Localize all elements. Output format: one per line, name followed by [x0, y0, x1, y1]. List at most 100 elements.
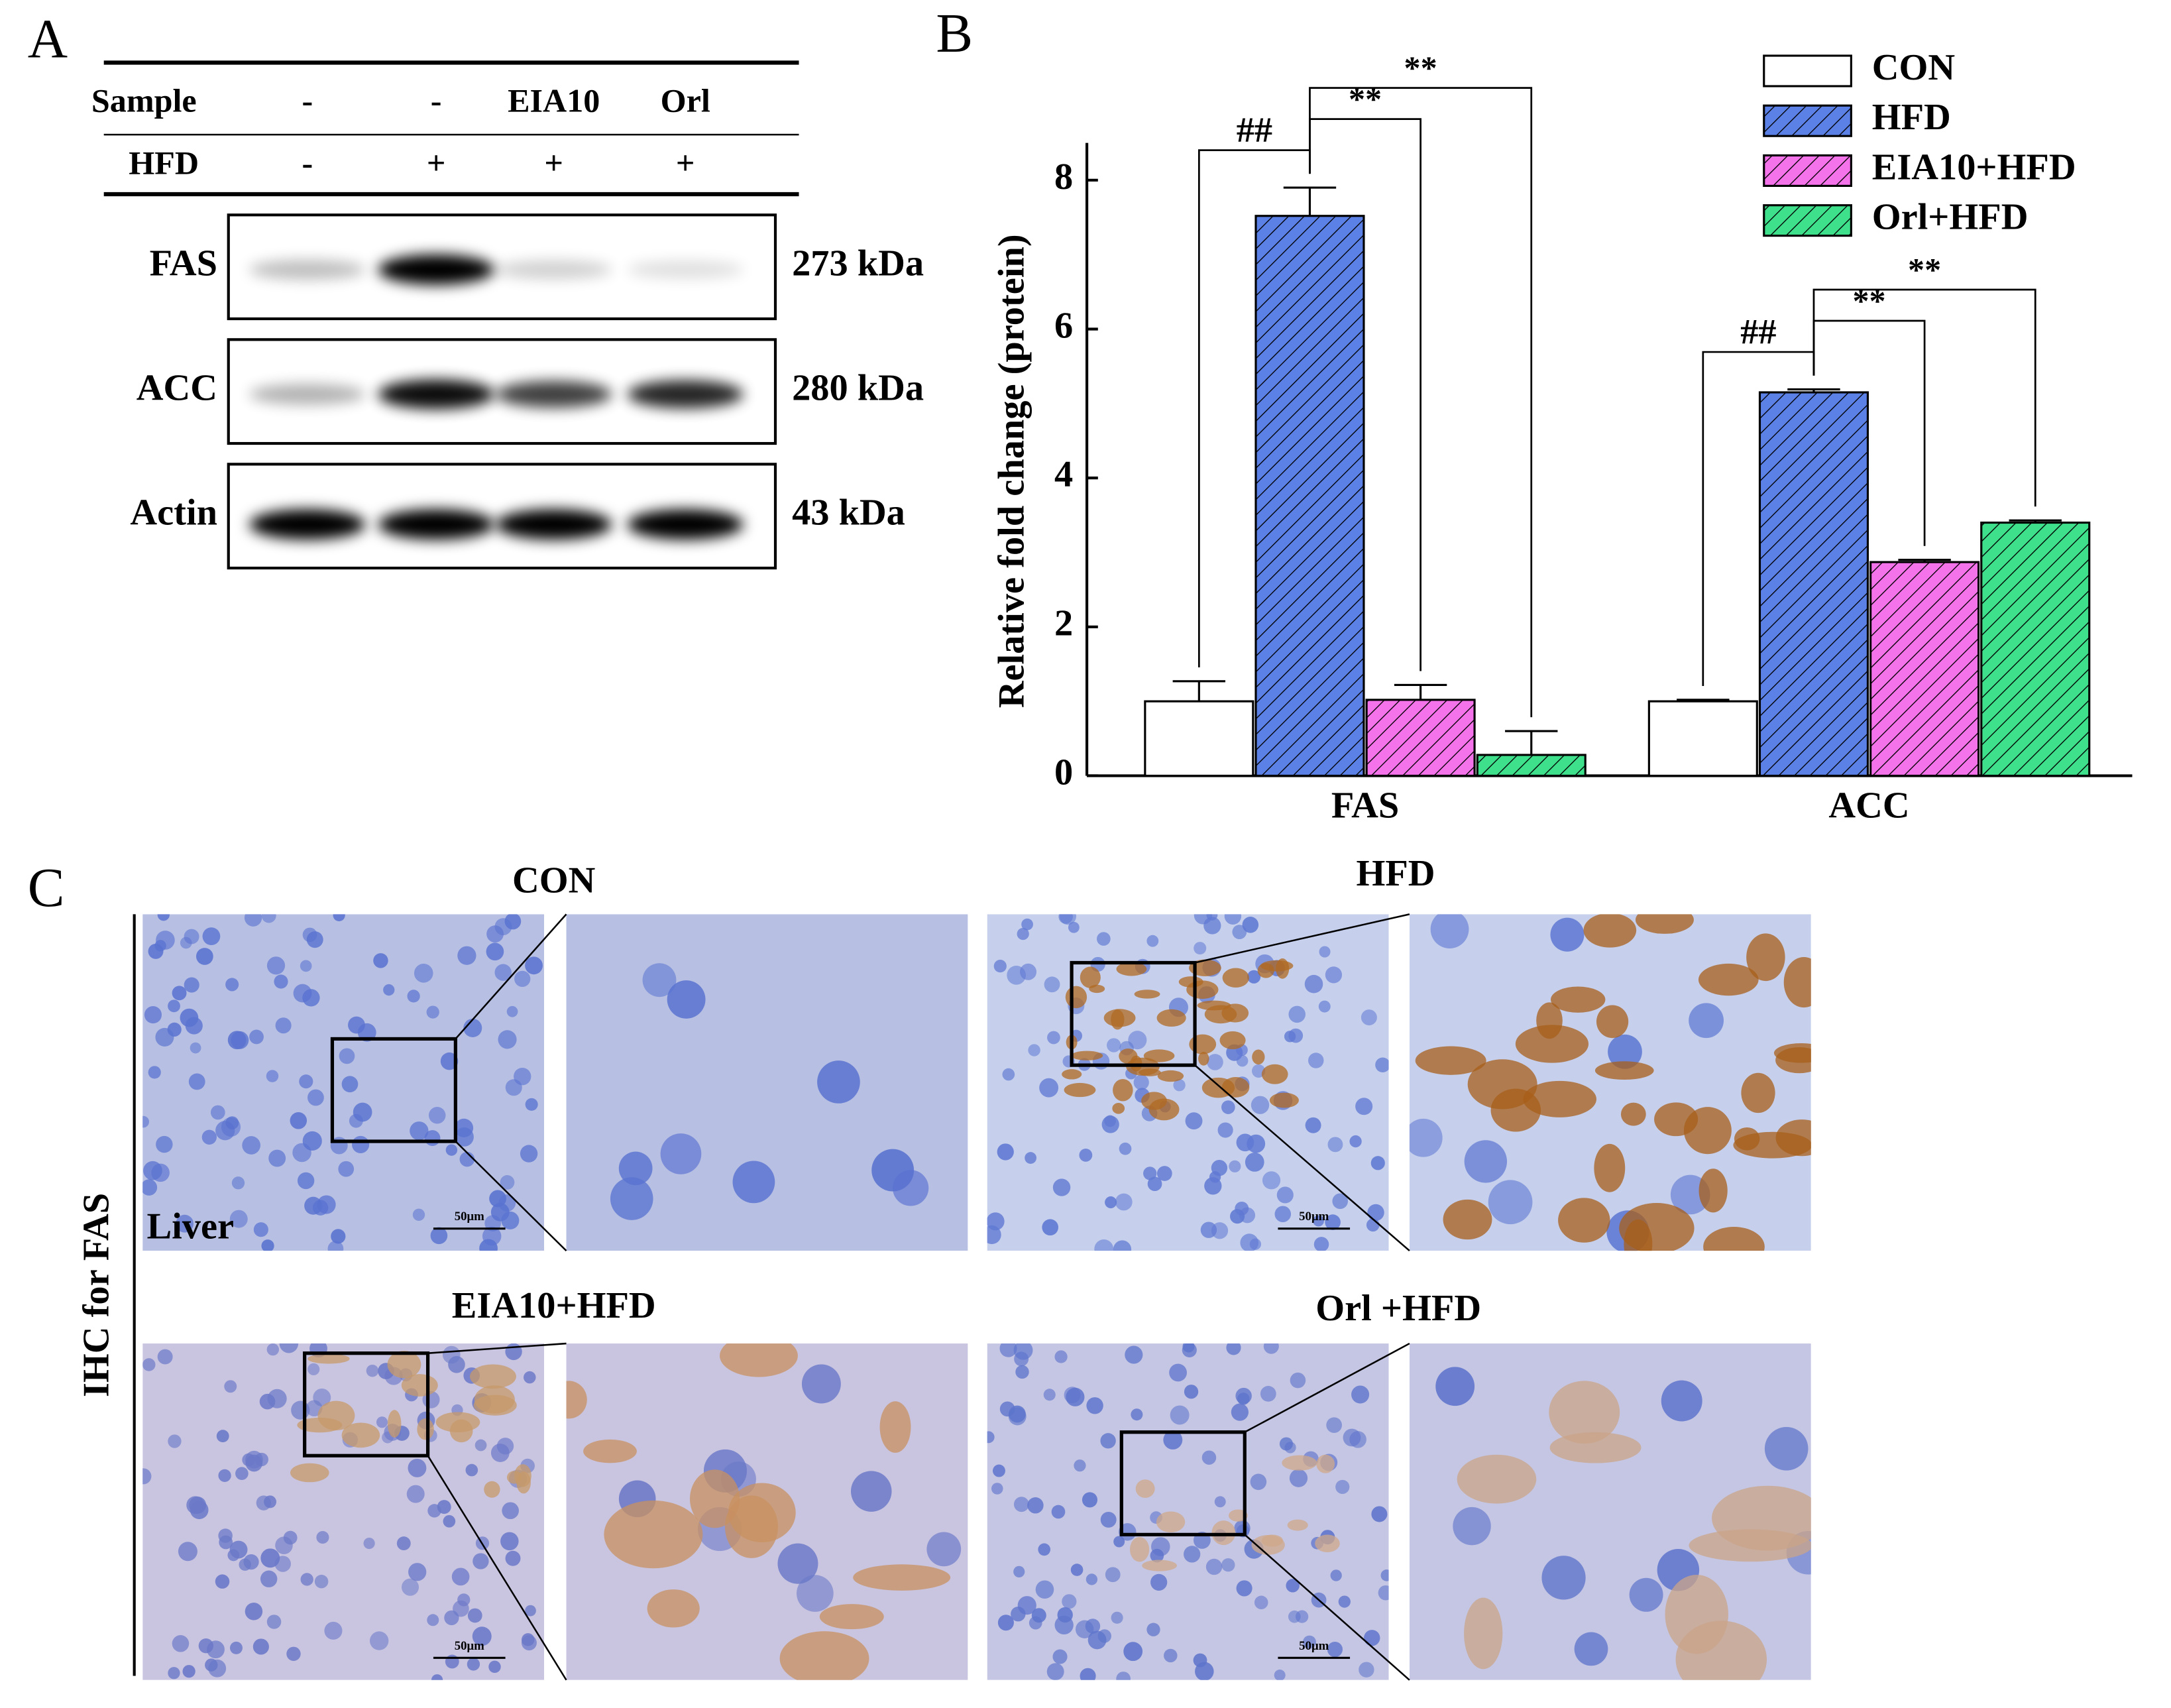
- nucleus: [229, 1641, 243, 1654]
- nucleus: [1302, 1635, 1316, 1649]
- nucleus: [172, 1634, 190, 1652]
- nucleus: [1343, 1428, 1361, 1447]
- nucleus: [1327, 1137, 1343, 1153]
- nucleus: [1066, 1387, 1085, 1406]
- nucleus: [1250, 1473, 1267, 1491]
- scale-label: 50μm: [1299, 1210, 1329, 1224]
- nucleus: [1002, 1068, 1015, 1081]
- sample-value: -: [302, 82, 313, 119]
- nucleus: [178, 1542, 197, 1562]
- stain: [317, 1400, 355, 1431]
- nucleus: [1226, 1343, 1241, 1355]
- legend-swatch: [1763, 154, 1852, 187]
- y-axis-title: Relative fold change (protein): [991, 234, 1032, 708]
- nucleus: [1039, 1078, 1059, 1098]
- nucleus: [407, 990, 420, 1003]
- stain: [1490, 1088, 1541, 1132]
- nucleus: [1086, 1573, 1098, 1585]
- nucleus: [443, 1514, 456, 1528]
- nucleus: [1326, 1417, 1342, 1434]
- stain: [484, 1481, 500, 1498]
- nucleus: [926, 1532, 962, 1567]
- stain: [1112, 1103, 1125, 1114]
- nucleus: [184, 929, 199, 944]
- nucleus: [339, 1048, 355, 1064]
- nucleus: [494, 918, 512, 936]
- nucleus: [1453, 1507, 1491, 1546]
- sig-bracket: [1309, 87, 1533, 718]
- nucleus: [242, 1453, 255, 1467]
- nucleus: [1274, 1670, 1286, 1680]
- nucleus: [1105, 1196, 1117, 1209]
- legend-swatch: [1763, 54, 1852, 87]
- nucleus: [1014, 1351, 1029, 1367]
- nucleus: [1013, 1497, 1029, 1512]
- group-title: CON: [512, 860, 595, 901]
- stain: [566, 1381, 587, 1419]
- stain: [474, 1385, 515, 1414]
- stain: [853, 1564, 951, 1591]
- nucleus: [467, 1608, 482, 1623]
- stain: [1316, 1454, 1335, 1473]
- nucleus: [1021, 918, 1033, 931]
- nucleus: [987, 1225, 1001, 1245]
- nucleus: [498, 1030, 517, 1049]
- nucleus: [1035, 1580, 1054, 1599]
- bar: [1647, 700, 1758, 777]
- nucleus: [445, 1654, 459, 1669]
- y-tick-label: 2: [1054, 603, 1073, 644]
- stain: [1135, 1479, 1155, 1499]
- nucleus: [1351, 1385, 1370, 1404]
- nucleus: [1194, 942, 1207, 955]
- stain: [1549, 1381, 1620, 1444]
- band: [495, 260, 612, 280]
- stain: [387, 1351, 421, 1379]
- nucleus: [1008, 1407, 1027, 1426]
- zoom-box: [303, 1351, 430, 1457]
- nucleus: [473, 1553, 489, 1569]
- nucleus: [219, 1535, 233, 1550]
- nucleus: [302, 927, 317, 942]
- nucleus: [307, 1363, 320, 1376]
- nucleus: [1380, 1569, 1389, 1581]
- stain: [720, 1343, 798, 1377]
- band: [495, 509, 612, 540]
- nucleus: [1332, 1193, 1349, 1210]
- nucleus: [254, 1452, 268, 1467]
- nucleus: [1464, 1140, 1508, 1183]
- y-tick-label: 4: [1054, 454, 1073, 495]
- nucleus: [505, 1343, 522, 1361]
- nucleus: [1100, 1511, 1117, 1528]
- nucleus: [610, 1177, 653, 1220]
- sig-label: ##: [1237, 110, 1272, 150]
- nucleus: [412, 1208, 425, 1221]
- nucleus: [1111, 1611, 1123, 1624]
- nucleus: [1080, 1668, 1096, 1680]
- legend-label: Orl+HFD: [1872, 197, 2029, 238]
- nucleus: [1054, 1615, 1074, 1635]
- band: [627, 380, 744, 409]
- legend-label: HFD: [1872, 97, 1951, 138]
- micrograph: [142, 1343, 545, 1680]
- nucleus: [1221, 1558, 1235, 1572]
- sample-label: Sample: [91, 82, 197, 119]
- nucleus: [1409, 1118, 1443, 1157]
- nucleus: [264, 1495, 277, 1509]
- nucleus: [148, 1066, 161, 1079]
- nucleus: [195, 948, 213, 965]
- bar: [1980, 521, 2091, 777]
- nucleus: [505, 1550, 521, 1566]
- nucleus: [1059, 914, 1076, 925]
- nucleus: [997, 1143, 1014, 1161]
- band: [249, 384, 366, 405]
- nucleus: [1052, 1178, 1071, 1196]
- stain: [1219, 1031, 1246, 1050]
- nucleus: [459, 1151, 475, 1167]
- sig-label: **: [1852, 282, 1885, 319]
- nucleus: [1242, 917, 1259, 933]
- stain: [1635, 914, 1694, 934]
- nucleus: [500, 1175, 515, 1190]
- nucleus: [1205, 1558, 1223, 1575]
- stain: [1062, 1069, 1082, 1080]
- band-size: 280 kDa: [792, 368, 924, 409]
